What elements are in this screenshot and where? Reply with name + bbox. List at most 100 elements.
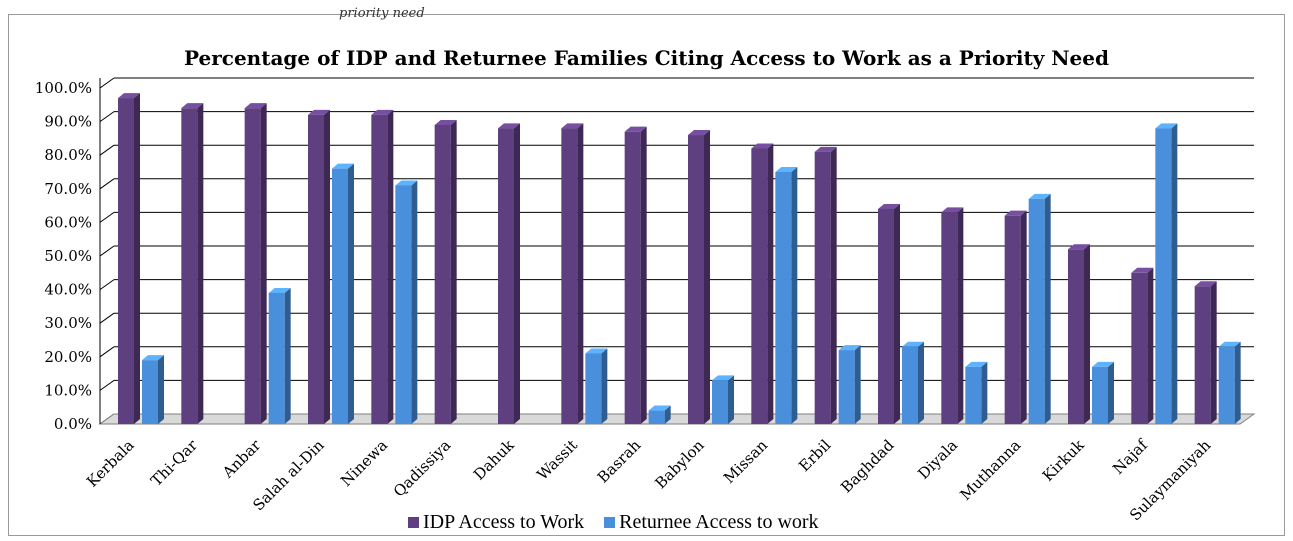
bar-top-idp [371,109,394,115]
bar-top-returnee [1155,123,1178,129]
bar-idp [941,212,958,424]
bar-side-returnee [791,167,798,424]
y-tick-label: 90.0% [44,113,92,131]
gridline-depth [99,111,115,123]
bar-top-idp [308,109,330,115]
x-tick-label: Muthanna [957,436,1025,504]
bar-side-idp [134,93,140,424]
bar-side-returnee [1108,361,1114,424]
bar-top-returnee [268,287,291,293]
bar-returnee [142,360,158,424]
bar-side-returnee [1044,193,1051,424]
x-tick-label: Anbar [218,436,265,483]
gridline-depth [99,144,115,156]
bar-idp [878,208,894,424]
bar-idp [1131,272,1148,424]
bar-side-idp [260,103,267,424]
bar-top-returnee [395,180,418,186]
bar-idp [308,114,324,424]
bar-side-idp [514,123,520,424]
bar-returnee [1092,366,1108,424]
bar-top-idp [814,146,837,152]
bar-side-idp [1084,244,1090,424]
bar-side-idp [197,103,204,424]
bar-idp [1004,215,1021,424]
bar-top-returnee [332,163,354,169]
bar-idp [434,124,451,425]
bar-idp [561,128,578,424]
bar-returnee [838,350,855,424]
bar-top-idp [688,130,710,136]
bar-side-idp [450,119,457,425]
bar-side-returnee [158,355,164,424]
bar-top-returnee [902,341,924,347]
bar-top-idp [561,123,584,129]
bar-idp [498,128,514,424]
y-tick-label: 0.0% [54,415,92,433]
y-tick-label: 70.0% [44,180,92,198]
bar-top-returnee [965,361,988,367]
bar-idp [751,148,768,425]
legend-swatch-returnee [604,517,616,528]
bar-side-idp [1147,267,1154,424]
bar-side-returnee [348,163,354,424]
bar-side-idp [387,109,394,424]
bar-idp [244,108,261,424]
x-tick-label: Wassit [533,436,581,484]
bar-top-idp [1068,244,1090,250]
x-tick-label: Kerbala [83,436,138,491]
bar-returnee [1028,198,1045,424]
bar-top-returnee [712,375,734,381]
bar-returnee [332,168,348,424]
bar-idp [814,151,831,424]
bar-top-idp [498,123,520,129]
bar-returnee [902,346,918,424]
bar-returnee [965,366,982,424]
bar-side-idp [1210,281,1217,424]
gridline-depth [99,279,115,291]
bar-top-idp [434,119,457,125]
y-tick-label: 60.0% [44,213,92,231]
bar-top-idp [751,143,774,149]
x-tick-label: Kirkuk [1039,435,1088,484]
bar-idp [118,98,134,424]
bar-returnee [775,172,792,424]
gridline-depth [99,379,115,391]
bar-side-returnee [918,341,924,424]
x-tick-label: Basrah [594,436,645,487]
bar-side-returnee [601,348,608,424]
bar-top-returnee [585,348,608,354]
y-tick-label: 80.0% [44,146,92,164]
bar-side-idp [894,203,900,424]
x-tick-label: Qadissiya [390,436,455,501]
x-tick-label: Babylon [651,436,707,492]
bar-idp [1194,286,1211,424]
bar-top-idp [878,203,900,209]
bar-side-returnee [728,375,734,424]
bar-returnee [1218,346,1235,424]
legend-item-returnee: Returnee Access to work [604,511,819,534]
bar-returnee [395,185,412,424]
bar-top-returnee [775,167,798,172]
legend-item-idp: IDP Access to Work [408,511,584,534]
bar-top-returnee [142,355,164,361]
gridline-depth [99,245,115,257]
legend-swatch-idp [408,517,419,528]
bar-side-returnee [284,287,291,424]
bar-top-returnee [838,345,861,351]
bar-returnee [648,410,665,424]
bar-idp [624,131,641,424]
bar-side-returnee [1234,341,1241,424]
x-tick-label: Missan [720,436,771,487]
bar-top-idp [244,103,267,109]
bar-side-idp [1020,210,1027,424]
gridline-depth [99,346,115,358]
y-tick-label: 40.0% [44,281,92,299]
x-tick-label: Dahuk [470,435,518,483]
bar-returnee [268,292,285,424]
bar-top-idp [1004,210,1027,216]
bar-side-returnee [1171,123,1178,424]
y-tick-label: 50.0% [44,247,92,265]
y-tick-label: 20.0% [44,348,92,366]
